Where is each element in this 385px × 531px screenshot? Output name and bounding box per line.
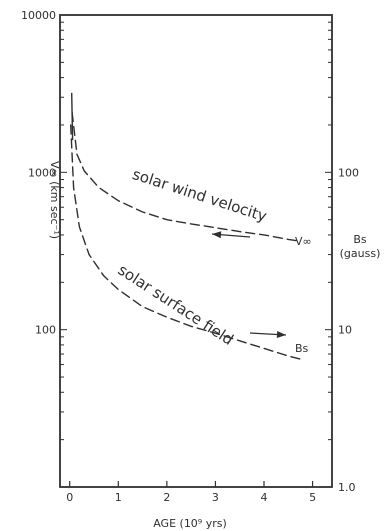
y-left-tick-label: 1000 <box>28 166 56 179</box>
series-line-solar-surface-field <box>70 124 302 360</box>
annotations-group: solar wind velocity solar surface field V∞… <box>115 165 312 355</box>
series-origin-spike <box>71 92 74 141</box>
series-point <box>142 306 144 308</box>
series-end-label-velocity: V∞ <box>295 235 312 248</box>
x-tick-label: 5 <box>309 491 316 504</box>
tick-labels-group: 0 1 2 3 4 5 10000 1000 100 100 10 1.0 AGE (10⁹ yrs) V… <box>21 9 380 530</box>
x-tick-label: 4 <box>261 491 268 504</box>
arrow-to-right-axis-head <box>276 331 286 338</box>
series-end-label-field: Bs <box>295 342 309 355</box>
y-right-axis-unit: (gauss) <box>340 247 381 260</box>
annotation-solar-wind-velocity: solar wind velocity <box>130 165 269 225</box>
plot-frame-group <box>59 14 333 488</box>
series-point <box>166 316 168 318</box>
series-point <box>190 223 192 225</box>
series-point <box>287 239 289 241</box>
series-point <box>166 219 168 221</box>
x-tick-label: 3 <box>212 491 219 504</box>
x-tick-label: 1 <box>115 491 122 504</box>
y-right-tick-label: 10 <box>338 324 352 337</box>
y-right-axis-title: Bs <box>353 233 367 246</box>
y-right-tick-label: 1.0 <box>338 481 356 494</box>
series-point <box>70 124 72 126</box>
x-axis-title: AGE (10⁹ yrs) <box>153 517 227 530</box>
series-point <box>239 231 241 233</box>
series-point <box>79 226 81 228</box>
tick-marks-group <box>60 14 332 488</box>
series-point <box>88 254 90 256</box>
series-point <box>83 170 85 172</box>
y-right-tick-label: 100 <box>338 166 359 179</box>
y-left-axis-title: V∞ (km sec⁻¹) <box>48 161 61 239</box>
y-left-tick-label: 10000 <box>21 9 56 22</box>
series-point <box>117 200 119 202</box>
series-point <box>98 187 100 189</box>
series-point <box>73 187 75 189</box>
series-point <box>215 227 217 229</box>
series-point <box>117 289 119 291</box>
x-tick-label: 2 <box>163 491 170 504</box>
series-point <box>263 348 265 350</box>
series-point <box>103 275 105 277</box>
series-group <box>70 92 302 360</box>
series-point <box>76 154 78 156</box>
series-point <box>263 234 265 236</box>
series-point <box>287 355 289 357</box>
annotation-solar-surface-field: solar surface field <box>115 261 237 349</box>
arrow-to-left-axis-head <box>212 231 222 239</box>
series-point <box>300 358 302 360</box>
plot-frame <box>59 14 333 488</box>
series-line-solar-wind-velocity <box>71 111 302 242</box>
series-point <box>142 211 144 213</box>
series-point <box>239 340 241 342</box>
y-left-tick-label: 100 <box>35 324 56 337</box>
x-tick-label: 0 <box>66 491 73 504</box>
